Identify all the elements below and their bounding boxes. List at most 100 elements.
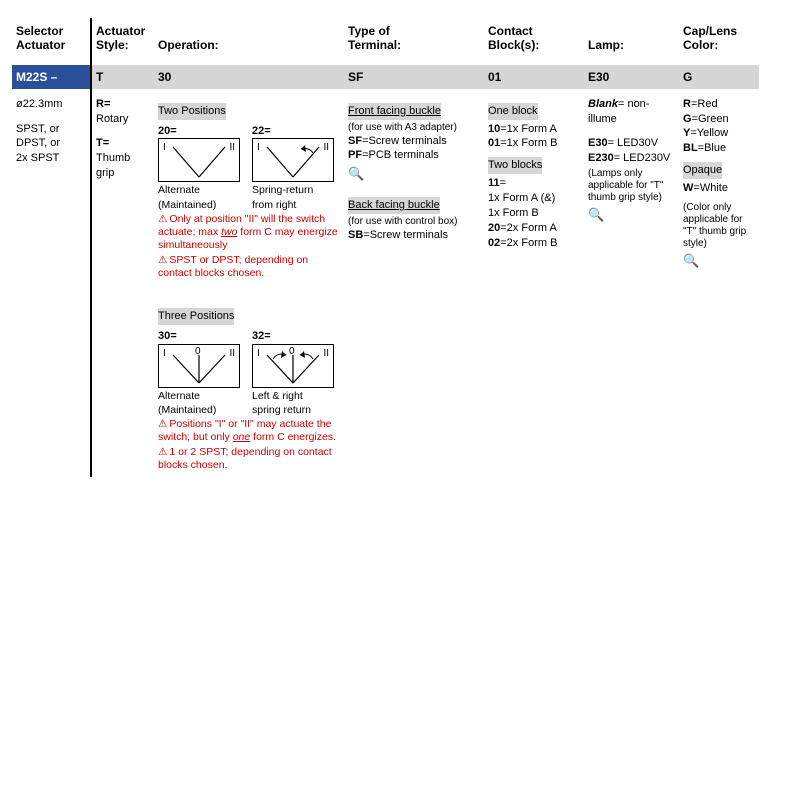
code-g: G (679, 65, 759, 89)
sb-code: SB (348, 229, 363, 241)
magnifier-icon[interactable]: 🔍 (348, 165, 364, 183)
header-c4-line2: Block(s): (488, 38, 539, 52)
roman-I: I (257, 141, 260, 155)
magnifier-icon[interactable]: 🔍 (683, 252, 699, 270)
sb-val: =Screw terminals (363, 229, 448, 241)
one-block-heading: One block (488, 103, 538, 120)
color-yv: =Yellow (690, 127, 728, 139)
r-code: R= (96, 98, 110, 110)
header-c3-line2: Terminal: (348, 38, 401, 52)
body-operation: Two Positions 20= I II Alternate (Mainta… (154, 89, 344, 477)
op-20: 20= I II Alternate (Maintained) (158, 124, 246, 211)
cap22a: Spring-return (252, 184, 340, 196)
op-32: 32= I 0 II Left & right (252, 329, 340, 416)
warn-3b: ⚠1 or 2 SPST; depending on contact block… (158, 446, 340, 472)
op-32-code: 32= (252, 330, 271, 342)
e230-val: = LED230V (614, 152, 671, 164)
t-code: T= (96, 137, 109, 149)
cb-10: 10 (488, 123, 500, 135)
cb-11b: 1x Form B (488, 206, 580, 221)
body-lamp: Blank= non-illume E30= LED30V E230= LED2… (584, 89, 679, 477)
back-note: (for use with control box) (348, 216, 480, 228)
blank-code: Blank (588, 98, 618, 110)
warn2a-u: two (221, 226, 237, 238)
cb-20: 20 (488, 222, 500, 234)
e30-val: = LED30V (608, 137, 658, 149)
front-note: (for use with A3 adapter) (348, 122, 480, 134)
roman-II: II (323, 141, 329, 155)
cap22b: from right (252, 199, 340, 211)
cb-02: 02 (488, 237, 500, 249)
warning-icon: ⚠ (158, 213, 167, 226)
cb-01: 01 (488, 137, 500, 149)
diagram-32: I 0 II (252, 344, 334, 388)
cb-01v: =1x Form B (500, 137, 557, 149)
three-positions-heading: Three Positions (158, 308, 234, 325)
roman-I: I (257, 347, 260, 361)
spec-table: Selector Actuator Actuator Style: Operat… (12, 18, 784, 477)
body-contact-blocks: One block 10=1x Form A 01=1x Form B Two … (484, 89, 584, 477)
op-20-code: 20= (158, 125, 177, 137)
warning-icon: ⚠ (158, 446, 167, 459)
header-c5: Lamp: (588, 38, 624, 52)
body-selector: ø22.3mm SPST, or DPST, or 2x SPST (12, 89, 92, 477)
body-actuator-style: R= Rotary T= Thumb grip (92, 89, 154, 477)
cap20a: Alternate (158, 184, 246, 196)
warn3a-end: form C energizes. (250, 431, 336, 443)
cap32a: Left & right (252, 390, 340, 402)
t-val: Thumb grip (96, 151, 150, 181)
warn3b-text: 1 or 2 SPST; depending on contact blocks… (158, 446, 332, 471)
cb-20v: =2x Form A (500, 222, 557, 234)
magnifier-icon[interactable]: 🔍 (588, 206, 604, 224)
warning-icon: ⚠ (158, 418, 167, 431)
spst-line3: 2x SPST (16, 151, 86, 166)
cap20b: (Maintained) (158, 199, 246, 211)
header-lamp: Lamp: (584, 18, 679, 65)
color-w: W (683, 182, 693, 194)
op-22: 22= I II Spring-return from right (252, 124, 340, 211)
code-m22s: M22S – (12, 65, 92, 89)
color-r: R (683, 98, 691, 110)
zero: 0 (195, 345, 201, 359)
color-g: G (683, 113, 692, 125)
front-buckle-heading: Front facing buckle (348, 103, 441, 120)
color-bl: BL (683, 142, 698, 154)
diameter: ø22.3mm (16, 97, 86, 112)
roman-II: II (229, 347, 235, 361)
color-note: (Color only applicable for "T" thumb gri… (683, 202, 755, 250)
sf-code: SF (348, 135, 362, 147)
lamp-note: (Lamps only applicable for "T" thumb gri… (588, 168, 675, 204)
r-val: Rotary (96, 112, 150, 127)
warn2b-text: SPST or DPST; depending on contact block… (158, 254, 308, 279)
header-selector-actuator: Selector Actuator (12, 18, 92, 65)
diagram-20: I II (158, 138, 240, 182)
sf-val: =Screw terminals (362, 135, 447, 147)
spst-line1: SPST, or (16, 122, 86, 137)
color-gv: =Green (692, 113, 729, 125)
cb-10v: =1x Form A (500, 123, 557, 135)
cap30a: Alternate (158, 390, 246, 402)
code-01: 01 (484, 65, 584, 89)
header-c4-line1: Contact (488, 24, 533, 38)
header-c3-line1: Type of (348, 24, 390, 38)
warn3a-u: one (233, 431, 251, 443)
zero: 0 (289, 345, 295, 359)
spst-line2: DPST, or (16, 136, 86, 151)
warn-2b: ⚠SPST or DPST; depending on contact bloc… (158, 254, 340, 280)
header-c6-line1: Cap/Lens (683, 24, 737, 38)
diagram-22: I II (252, 138, 334, 182)
diagram-30: I 0 II (158, 344, 240, 388)
warning-icon: ⚠ (158, 254, 167, 267)
e230-code: E230 (588, 152, 614, 164)
header-terminal: Type of Terminal: (344, 18, 484, 65)
op-22-code: 22= (252, 125, 271, 137)
cb-11eq: = (500, 177, 506, 189)
opaque-heading: Opaque (683, 162, 722, 179)
diagram-20-svg (159, 139, 239, 181)
op-30-code: 30= (158, 330, 177, 342)
back-buckle-heading: Back facing buckle (348, 197, 440, 214)
header-operation: Operation: (154, 18, 344, 65)
header-c0-line2: Actuator (16, 38, 65, 52)
cb-02v: =2x Form B (500, 237, 557, 249)
code-t: T (92, 65, 154, 89)
